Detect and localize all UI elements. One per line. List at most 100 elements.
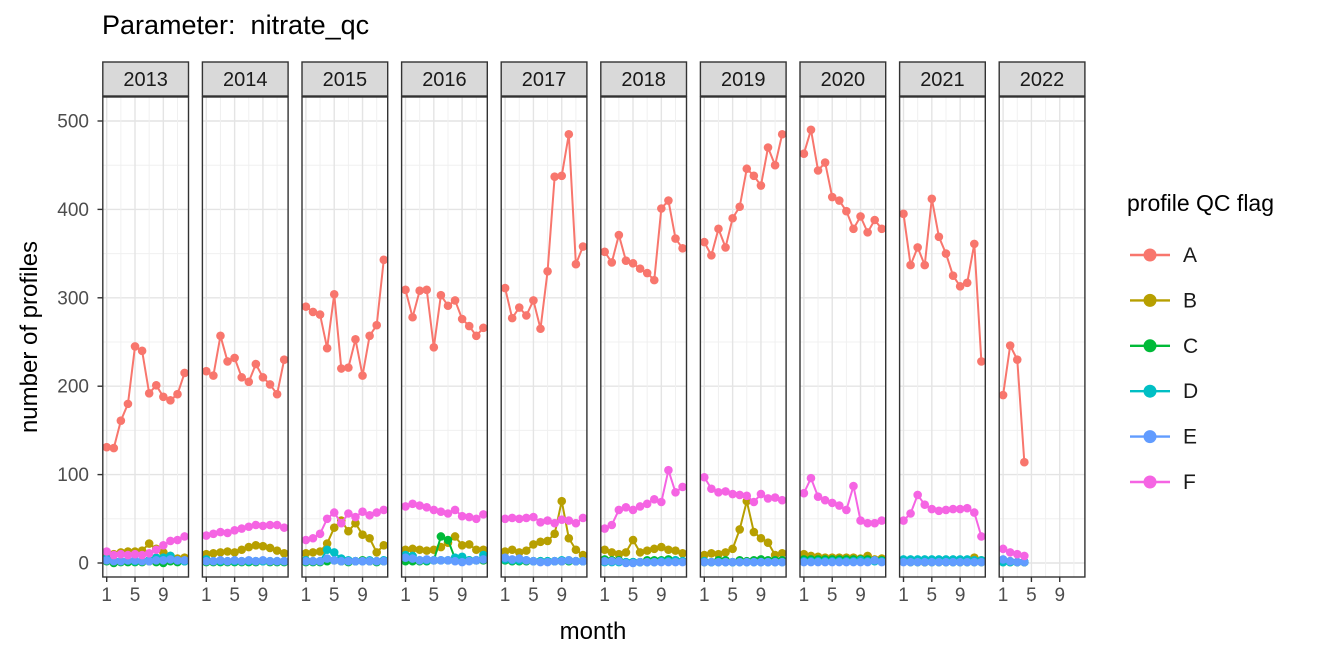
series-point-A: [899, 209, 908, 219]
series-point-E: [443, 556, 453, 565]
series-point-A: [827, 192, 837, 202]
series-point-A: [151, 381, 161, 390]
series-point-F: [464, 512, 474, 522]
x-tick-label: 1: [101, 585, 112, 606]
series-point-E: [279, 556, 289, 566]
series-point-B: [258, 541, 268, 551]
series-point-A: [998, 390, 1008, 400]
series-point-A: [279, 355, 289, 364]
series-point-F: [151, 545, 161, 555]
facet-strip-label: 2016: [422, 69, 467, 91]
series-point-A: [543, 266, 552, 276]
series-point-F: [401, 502, 410, 511]
series-point-E: [742, 557, 752, 567]
series-point-E: [806, 557, 816, 567]
series-point-B: [564, 533, 574, 543]
facet-2019: 2019 1 5 9: [699, 61, 787, 606]
series-point-E: [756, 557, 766, 567]
series-point-A: [422, 285, 432, 295]
series-point-E: [223, 556, 232, 566]
series-point-B: [301, 548, 311, 558]
series-point-F: [1012, 549, 1022, 559]
series-point-A: [1012, 355, 1022, 364]
y-tick-label: 0: [78, 554, 89, 575]
facet-panel-border: [799, 96, 887, 578]
series-point-F: [550, 518, 559, 528]
facet-2014: 2014 1 5 9: [201, 61, 289, 606]
series-point-A: [806, 125, 816, 135]
series-point-F: [557, 515, 567, 524]
series-point-F: [700, 472, 709, 482]
series-point-B: [642, 546, 652, 555]
series-point-F: [920, 500, 930, 509]
series-point-E: [849, 557, 858, 567]
series-point-B: [728, 544, 737, 554]
series-point-B: [344, 526, 353, 536]
series-point-F: [351, 512, 360, 522]
x-tick-label: 9: [1054, 585, 1065, 606]
series-point-F: [329, 508, 339, 517]
facet-strip-label: 2015: [323, 69, 368, 91]
facet-strip: [898, 61, 986, 97]
series-point-F: [543, 516, 552, 525]
series-line-A: [1002, 344, 1026, 463]
series-point-B: [550, 529, 559, 539]
series-point-A: [443, 301, 453, 311]
series-point-A: [763, 143, 773, 152]
facet-strip-label: 2013: [123, 69, 168, 91]
series-point-A: [777, 129, 787, 139]
series-point-A: [970, 239, 979, 249]
series-point-E: [671, 557, 680, 567]
facet-strip-label: 2022: [1020, 69, 1065, 91]
series-point-E: [301, 556, 311, 566]
series-point-A: [258, 373, 268, 382]
series-point-E: [571, 556, 581, 566]
series-point-E: [948, 557, 958, 567]
series-point-B: [223, 547, 232, 556]
facet-strip-label: 2020: [821, 69, 866, 91]
series-point-F: [279, 523, 289, 532]
facet-strip: [102, 61, 190, 97]
series-point-A: [351, 335, 360, 344]
series-point-F: [408, 499, 417, 509]
series-point-B: [230, 548, 239, 557]
series-point-F: [870, 518, 879, 528]
series-point-E: [251, 556, 261, 566]
series-point-F: [429, 505, 439, 515]
series-point-E: [244, 556, 254, 565]
series-point-E: [230, 556, 239, 565]
series-point-A: [863, 228, 872, 237]
x-tick-label: 5: [229, 585, 240, 606]
series-point-A: [1020, 457, 1029, 467]
series-point-A: [642, 268, 652, 278]
series-point-B: [244, 542, 254, 552]
series-point-B: [358, 530, 367, 540]
series-point-F: [742, 491, 752, 501]
series-point-B: [671, 546, 680, 555]
series-point-F: [166, 536, 175, 546]
series-point-B: [614, 549, 624, 559]
series-point-A: [749, 171, 759, 181]
series-point-B: [635, 548, 645, 557]
x-tick-label: 9: [357, 585, 368, 606]
series-point-E: [464, 556, 474, 566]
series-point-A: [209, 371, 218, 380]
series-point-F: [322, 514, 332, 524]
series-point-F: [827, 498, 837, 508]
series-point-F: [664, 465, 673, 475]
series-point-F: [116, 549, 126, 559]
series-point-F: [799, 488, 809, 498]
series-point-B: [522, 546, 531, 555]
series-point-E: [436, 556, 446, 565]
facet-strip: [500, 61, 588, 97]
series-point-F: [856, 516, 865, 525]
series-point-F: [735, 490, 744, 500]
series-point-B: [351, 518, 360, 528]
facet-strip: [201, 61, 289, 97]
series-point-A: [564, 129, 574, 139]
series-point-E: [835, 557, 844, 567]
legend-key-point: [1143, 339, 1157, 353]
series-point-E: [998, 555, 1008, 564]
series-point-A: [379, 255, 389, 265]
series-point-A: [500, 283, 510, 293]
